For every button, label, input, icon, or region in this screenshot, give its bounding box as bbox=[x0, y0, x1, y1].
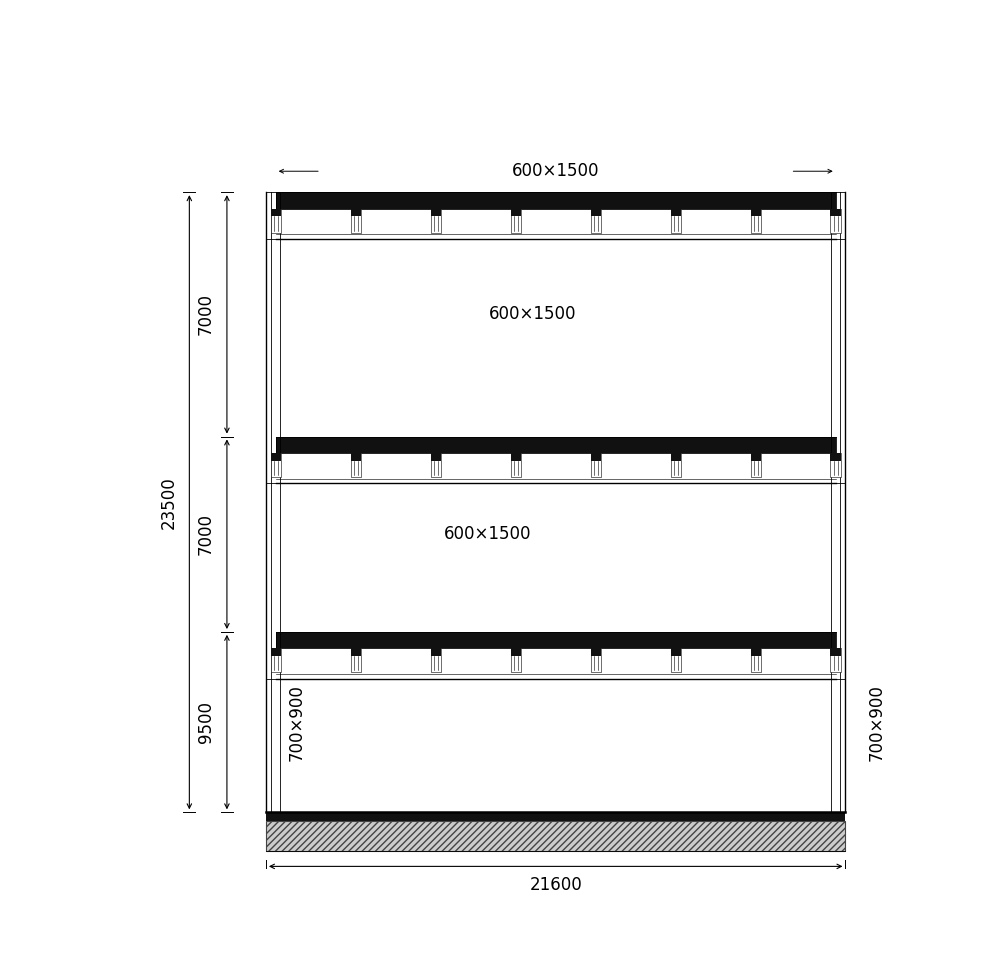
Text: 23500: 23500 bbox=[159, 476, 177, 529]
Text: 21600: 21600 bbox=[529, 876, 582, 894]
Bar bbox=[671, 453, 681, 477]
Bar bbox=[351, 648, 361, 672]
Bar bbox=[751, 209, 761, 233]
Bar bbox=[591, 453, 601, 477]
Bar bbox=[271, 209, 281, 233]
Bar bbox=[671, 209, 681, 217]
Bar bbox=[591, 453, 601, 461]
Bar bbox=[431, 209, 441, 217]
Bar bbox=[511, 209, 521, 217]
Text: 600×1500: 600×1500 bbox=[512, 162, 599, 181]
Bar bbox=[351, 453, 361, 461]
Bar bbox=[266, 821, 845, 851]
Bar bbox=[271, 453, 281, 477]
Text: 7000: 7000 bbox=[197, 513, 215, 555]
Text: 9500: 9500 bbox=[197, 701, 215, 743]
Text: 700×900: 700×900 bbox=[868, 683, 886, 760]
Bar bbox=[511, 209, 521, 233]
Bar bbox=[830, 209, 841, 217]
Bar bbox=[751, 453, 761, 461]
Bar bbox=[431, 648, 441, 656]
Bar bbox=[271, 453, 281, 461]
Bar bbox=[511, 648, 521, 672]
Bar bbox=[276, 192, 836, 209]
Bar bbox=[271, 209, 281, 217]
Bar bbox=[591, 209, 601, 217]
Text: 700×900: 700×900 bbox=[288, 683, 306, 760]
Bar bbox=[830, 209, 841, 233]
Bar bbox=[830, 453, 841, 461]
Bar bbox=[751, 209, 761, 217]
Bar bbox=[271, 648, 281, 672]
Bar bbox=[351, 209, 361, 217]
Bar bbox=[591, 648, 601, 656]
Bar bbox=[830, 648, 841, 656]
Bar bbox=[751, 648, 761, 672]
Bar bbox=[751, 648, 761, 656]
Bar bbox=[830, 453, 841, 477]
Bar bbox=[351, 209, 361, 233]
Bar bbox=[751, 453, 761, 477]
Bar bbox=[671, 648, 681, 656]
Bar bbox=[351, 453, 361, 477]
Bar bbox=[276, 436, 836, 453]
Bar bbox=[271, 648, 281, 656]
Text: 7000: 7000 bbox=[197, 294, 215, 336]
Bar bbox=[671, 648, 681, 672]
Bar bbox=[591, 209, 601, 233]
Bar bbox=[830, 648, 841, 672]
Bar bbox=[351, 648, 361, 656]
Bar bbox=[671, 209, 681, 233]
Bar bbox=[511, 453, 521, 461]
Text: 600×1500: 600×1500 bbox=[489, 305, 576, 323]
Bar bbox=[431, 453, 441, 477]
Bar bbox=[431, 209, 441, 233]
Bar bbox=[431, 453, 441, 461]
Bar bbox=[671, 453, 681, 461]
Bar bbox=[266, 812, 845, 821]
Bar bbox=[511, 648, 521, 656]
Bar bbox=[276, 631, 836, 648]
Bar bbox=[511, 453, 521, 477]
Bar bbox=[591, 648, 601, 672]
Bar bbox=[431, 648, 441, 672]
Text: 600×1500: 600×1500 bbox=[444, 525, 531, 544]
